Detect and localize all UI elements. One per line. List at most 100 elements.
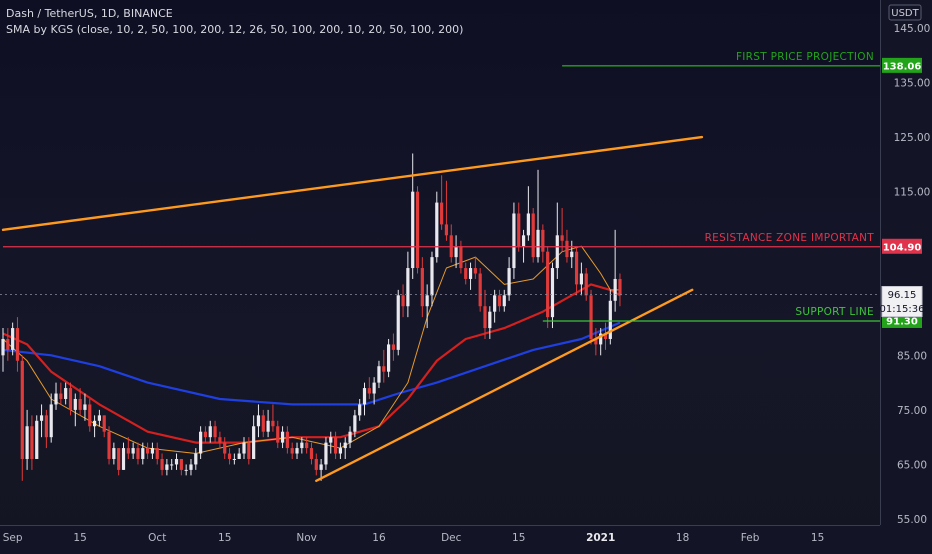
candle[interactable] [430,251,434,307]
candle[interactable] [353,409,357,438]
candle-body[interactable] [64,388,68,399]
candle[interactable] [603,322,608,350]
candle[interactable] [512,202,516,279]
candle[interactable] [141,442,145,465]
candle[interactable] [343,437,347,459]
candle[interactable] [155,442,159,465]
candle[interactable] [300,437,304,454]
candle-body[interactable] [507,268,511,296]
candle-body[interactable] [613,278,617,301]
candle[interactable] [464,262,468,285]
candle-body[interactable] [280,431,285,443]
candle-body[interactable] [295,448,299,454]
candle-body[interactable] [555,235,559,269]
candle-body[interactable] [488,311,492,329]
candle[interactable] [189,458,193,476]
candle[interactable] [223,437,227,459]
candle[interactable] [227,448,232,465]
candle[interactable] [444,180,449,241]
candle-body[interactable] [473,268,477,274]
candle[interactable] [599,328,603,356]
candle[interactable] [435,191,439,263]
candle[interactable] [237,448,241,459]
candle-body[interactable] [358,404,362,416]
candle-body[interactable] [146,448,150,454]
candle-body[interactable] [603,333,608,339]
candle-body[interactable] [574,251,579,285]
candle-body[interactable] [11,328,15,350]
candle[interactable] [502,289,506,312]
candle[interactable] [536,169,540,263]
candle-body[interactable] [223,442,227,454]
candle[interactable] [64,382,68,405]
candle-body[interactable] [444,224,449,236]
candle-body[interactable] [78,398,82,410]
candle-body[interactable] [560,235,564,241]
candle[interactable] [59,382,63,405]
candle[interactable] [285,426,289,454]
candle-body[interactable] [570,251,574,258]
candle[interactable] [579,262,583,296]
candle-body[interactable] [594,338,598,345]
candle[interactable] [507,257,511,301]
candle-body[interactable] [314,458,318,470]
price-tag-resistance[interactable] [882,238,922,254]
currency-box[interactable] [888,4,922,21]
trend-line-lower[interactable] [315,288,694,483]
candle[interactable] [170,458,174,470]
candle-body[interactable] [107,431,111,459]
candle[interactable] [420,257,424,318]
candle[interactable] [440,175,444,230]
candle-body[interactable] [242,442,246,454]
candle[interactable] [73,393,77,427]
candle[interactable] [589,289,593,345]
candle-body[interactable] [517,213,521,247]
candle[interactable] [305,437,309,454]
candle[interactable] [78,388,82,416]
candle-body[interactable] [420,268,424,307]
candle-body[interactable] [599,333,603,345]
candle[interactable] [454,235,458,269]
candle-body[interactable] [271,420,275,427]
candle-body[interactable] [44,415,48,438]
candle[interactable] [517,202,521,252]
candle-body[interactable] [203,431,208,438]
candle[interactable] [39,404,44,438]
candle-body[interactable] [25,426,29,459]
candle[interactable] [295,442,299,459]
candle[interactable] [121,442,126,470]
candle-body[interactable] [6,338,10,350]
candle[interactable] [11,322,15,356]
candle[interactable] [358,398,362,421]
candle-body[interactable] [300,442,304,449]
candle[interactable] [531,208,535,263]
candle[interactable] [483,289,487,339]
price-tag-projection[interactable] [882,57,922,73]
candle[interactable] [333,431,338,459]
candle-body[interactable] [112,448,116,459]
candle[interactable] [256,404,261,438]
candle[interactable] [203,426,208,443]
candle-body[interactable] [579,273,583,285]
candle[interactable] [459,240,463,274]
candle[interactable] [1,328,5,372]
candle-body[interactable] [247,442,251,459]
candle-body[interactable] [319,464,323,470]
candle-body[interactable] [285,431,289,449]
candle-body[interactable] [252,426,256,459]
candle[interactable] [92,415,97,438]
candle-body[interactable] [459,246,463,269]
candle[interactable] [199,426,203,459]
candle-body[interactable] [541,229,545,252]
candle-body[interactable] [401,295,405,307]
candle[interactable] [584,268,588,301]
candle[interactable] [387,338,391,378]
candle[interactable] [348,426,352,449]
candle[interactable] [54,382,58,410]
candle-body[interactable] [276,426,280,443]
candle-body[interactable] [387,344,391,372]
candle-body[interactable] [68,388,73,410]
candle-body[interactable] [526,213,530,236]
candle[interactable] [276,420,280,449]
